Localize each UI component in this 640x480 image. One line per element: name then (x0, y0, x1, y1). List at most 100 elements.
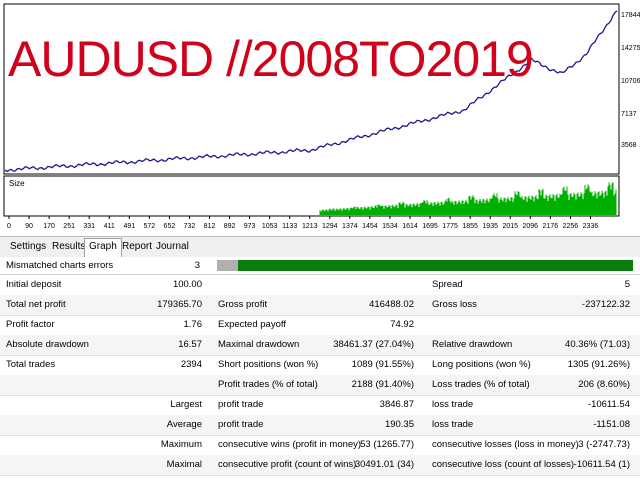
gross-profit-label: Gross profit (218, 299, 268, 310)
x-tick-label: 491 (123, 223, 135, 230)
total-trades-label: Total trades (6, 359, 56, 370)
maximal-profit-label: consecutive profit (count of wins) (218, 459, 357, 470)
x-tick-label: 2096 (523, 223, 539, 230)
y-axis: 17844 14275 10706 7137 3568 (621, 12, 640, 149)
average-profit-value: 190.35 (384, 419, 414, 430)
largest-loss-label: loss trade (432, 399, 474, 410)
expected-payoff-label: Expected payoff (218, 319, 286, 330)
maximum-profit-label: consecutive wins (profit in money) (218, 439, 362, 450)
total-net-profit-value: 179365.70 (157, 299, 202, 310)
spread-label: Spread (432, 279, 463, 290)
maximal-label: Maximal (166, 459, 202, 470)
x-tick-label: 170 (43, 223, 55, 230)
x-tick-label: 90 (25, 223, 33, 230)
x-tick-label: 1775 (442, 223, 458, 230)
x-tick-label: 1213 (302, 223, 318, 230)
short-positions-value: 1089 (91.55%) (351, 359, 414, 370)
tab-journal[interactable]: Journal (156, 241, 189, 252)
largest-loss-value: -10611.54 (587, 399, 630, 410)
long-positions-label: Long positions (won %) (432, 359, 531, 370)
average-loss-label: loss trade (432, 419, 474, 430)
x-tick-label: 572 (144, 223, 156, 230)
x-tick-label: 1454 (362, 223, 378, 230)
relative-drawdown-label: Relative drawdown (432, 339, 513, 350)
x-tick-label: 331 (83, 223, 95, 230)
profit-factor-label: Profit factor (6, 319, 55, 330)
gross-loss-label: Gross loss (432, 299, 477, 310)
y-tick-label: 3568 (621, 142, 637, 149)
x-tick-label: 1855 (462, 223, 478, 230)
x-tick-label: 2015 (502, 223, 518, 230)
table-row: Initial deposit 100.00 Spread 5 (0, 275, 640, 296)
y-tick-label: 17844 (621, 12, 640, 19)
gross-profit-value: 416488.02 (369, 299, 414, 310)
gross-loss-value: -237122.32 (581, 299, 630, 310)
y-tick-label: 14275 (621, 45, 640, 52)
y-tick-label: 7137 (621, 111, 637, 118)
x-tick-label: 1294 (322, 223, 338, 230)
maximal-drawdown-value: 38461.37 (27.04%) (333, 339, 414, 350)
long-positions-value: 1305 (91.26%) (567, 359, 630, 370)
loss-trades-value: 206 (8.60%) (578, 379, 630, 390)
x-axis: 0 90 170 251 331 411 491 572 652 732 812 892 973 1053… (7, 216, 598, 230)
profit-trades-label: Profit trades (% of total) (218, 379, 318, 390)
size-bars-group (319, 182, 617, 215)
x-tick-label: 732 (184, 223, 196, 230)
maximum-loss-label: consecutive losses (loss in money) (432, 439, 579, 450)
table-row: Profit trades (% of total) 2188 (91.40%)… (0, 375, 640, 396)
expected-payoff-value: 74.92 (390, 319, 414, 330)
maximal-drawdown-label: Maximal drawdown (218, 339, 300, 350)
balance-chart-svg: 17844 14275 10706 7137 3568 0 90 170 251 331 411 4… (0, 0, 640, 236)
loss-trades-label: Loss trades (% of total) (432, 379, 530, 390)
largest-label: Largest (170, 399, 202, 410)
table-row: Profit factor 1.76 Expected payoff 74.92 (0, 315, 640, 336)
x-tick-label: 812 (204, 223, 216, 230)
average-loss-value: -1151.08 (593, 419, 630, 430)
table-row: Total trades 2394 Short positions (won %… (0, 355, 640, 376)
short-positions-label: Short positions (won %) (218, 359, 319, 370)
balance-chart: 17844 14275 10706 7137 3568 0 90 170 251 331 411 4… (0, 0, 640, 236)
total-net-profit-label: Total net profit (6, 299, 66, 310)
y-tick-label: 10706 (621, 78, 640, 85)
table-row: Maximal consecutive profit (count of win… (0, 455, 640, 476)
x-tick-label: 251 (63, 223, 75, 230)
maximal-loss-value: -10611.54 (1) (573, 459, 630, 470)
mismatch-label: Mismatched charts errors (6, 260, 114, 271)
size-label: Size (9, 179, 25, 188)
x-tick-label: 2176 (543, 223, 559, 230)
x-tick-label: 1374 (342, 223, 358, 230)
relative-drawdown-value: 40.36% (71.03) (565, 339, 630, 350)
largest-profit-value: 3846.87 (379, 399, 414, 410)
initial-deposit-label: Initial deposit (6, 279, 62, 290)
x-tick-label: 1695 (422, 223, 438, 230)
maximum-profit-value: 53 (1265.77) (360, 439, 414, 450)
x-tick-label: 1133 (282, 223, 297, 230)
maximum-loss-value: 3 (-2747.73) (578, 439, 630, 450)
average-label: Average (166, 419, 202, 430)
tab-results[interactable]: Results (52, 241, 86, 252)
tab-graph[interactable]: Graph (84, 238, 122, 257)
x-tick-label: 1614 (402, 223, 418, 230)
average-profit-label: profit trade (218, 419, 264, 430)
x-tick-label: 1935 (482, 223, 498, 230)
chart-title-overlay: AUDUSD //2008TO2019 (8, 31, 534, 87)
tab-settings[interactable]: Settings (10, 241, 47, 252)
x-tick-label: 1053 (262, 223, 278, 230)
tester-tabs: Settings Results Graph Report Journal (0, 236, 640, 258)
maximum-label: Maximum (160, 439, 202, 450)
table-row: Absolute drawdown 16.57 Maximal drawdown… (0, 335, 640, 356)
tab-report[interactable]: Report (122, 241, 153, 252)
absolute-drawdown-value: 16.57 (178, 339, 202, 350)
table-row: Total net profit 179365.70 Gross profit … (0, 295, 640, 316)
spread-value: 5 (624, 279, 630, 290)
total-trades-value: 2394 (180, 359, 202, 370)
quality-bar (217, 260, 633, 271)
balance-line (4, 10, 618, 173)
largest-profit-label: profit trade (218, 399, 264, 410)
maximal-loss-label: consecutive loss (count of losses) (432, 459, 575, 470)
mismatch-value: 3 (194, 260, 200, 271)
profit-factor-value: 1.76 (183, 319, 203, 330)
maximal-profit-value: 30491.01 (34) (354, 459, 414, 470)
initial-deposit-value: 100.00 (172, 279, 202, 290)
mismatch-row: Mismatched charts errors 3 (0, 257, 640, 275)
